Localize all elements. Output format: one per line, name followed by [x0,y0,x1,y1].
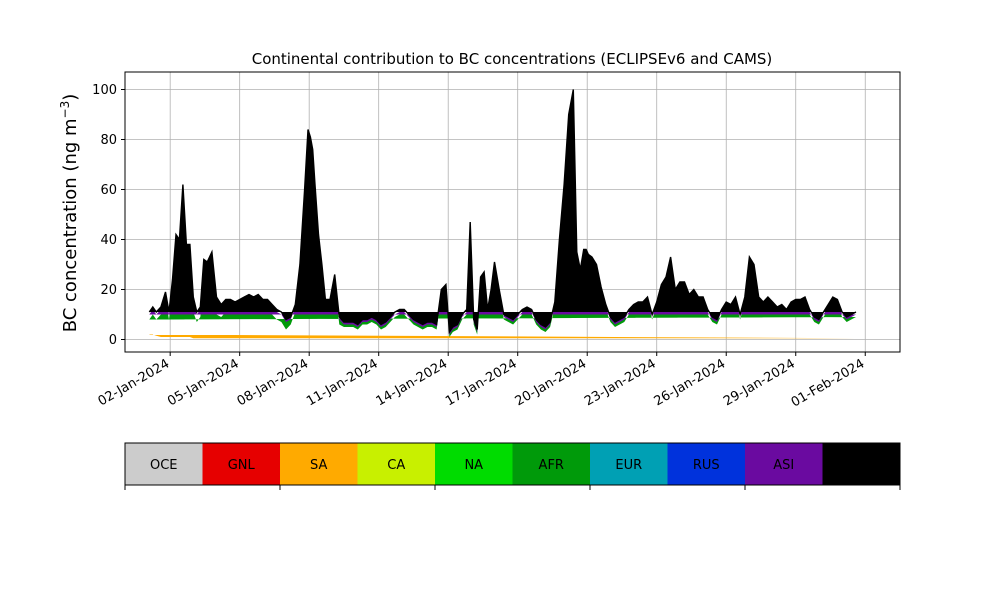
legend-swatch-sa [280,443,358,485]
legend-colorbar: OCE GNL SA CA NA AFR EUR RUS ASI AUS [124,442,901,490]
legend-label-oce: OCE [150,458,178,473]
x-tick-label: 05-Jan-2024 [165,356,242,409]
axes-frame [124,71,901,353]
legend-label-eur: EUR [615,458,642,473]
x-tick-label: 29-Jan-2024 [721,356,798,409]
legend-swatch-rus [667,443,745,485]
legend-label-sa: SA [310,458,327,473]
y-tick-label: 20 [100,283,117,298]
legend-swatch-ca [357,443,435,485]
y-tick-label: 40 [100,233,117,248]
x-tick-label: 08-Jan-2024 [235,356,312,409]
legend-swatch-afr [512,443,590,485]
total-outline [148,89,857,335]
legend-swatch-gnl [202,443,280,485]
legend-swatch-asi [745,443,823,485]
y-tick-label: 0 [109,333,117,348]
legend-label-asi: ASI [773,458,794,473]
legend-label-ca: CA [387,458,405,473]
legend-label-rus: RUS [693,458,720,473]
x-tick-label: 14-Jan-2024 [374,356,451,409]
legend-swatch-oce [125,443,203,485]
x-tick-label: 23-Jan-2024 [582,356,659,409]
x-tick-label: 26-Jan-2024 [652,356,729,409]
legend-swatch-eur [590,443,668,485]
legend-label-afr: AFR [539,458,564,473]
area-sa [149,334,857,339]
x-tick-label: 17-Jan-2024 [443,356,520,409]
area-aus [149,89,857,332]
y-axis-label: BC concentration (ng m−3) [58,94,81,333]
y-tick-label: 60 [100,183,117,198]
x-tick-label: 11-Jan-2024 [304,356,381,409]
legend-swatch-na [435,443,513,485]
chart-title: Continental contribution to BC concentra… [252,50,773,68]
x-tick-label: 20-Jan-2024 [513,356,590,409]
y-tick-label: 80 [100,133,117,148]
legend-frame [124,442,901,486]
plot-area: 0 20 40 60 80 100 02-Jan-202405-Jan-202408-Jan… [92,71,901,410]
legend-label-aus: AUS [848,458,875,473]
legend-label-gnl: GNL [228,458,256,473]
x-tick-label: 01-Feb-2024 [789,356,868,410]
y-tick-label: 100 [92,83,117,98]
legend-label-na: NA [464,458,483,473]
legend-swatch-aus [822,443,900,485]
x-tick-label: 02-Jan-2024 [96,356,173,409]
